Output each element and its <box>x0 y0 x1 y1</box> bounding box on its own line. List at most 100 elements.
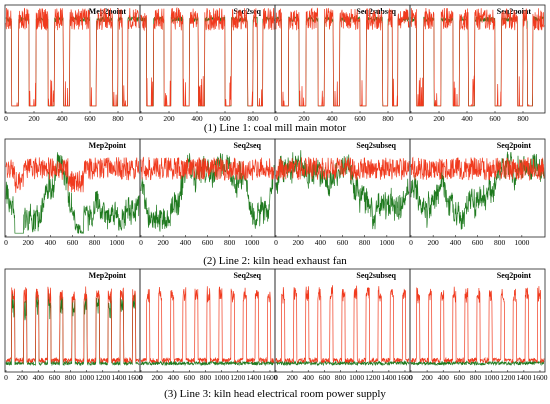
tick-label-r3-p3-1000: 1000 <box>349 373 364 382</box>
tick-label-r3-p3-600: 600 <box>319 373 331 382</box>
tick-label-r3-p2-1200: 1200 <box>230 373 245 382</box>
tick-label-r2-p4-600: 600 <box>472 238 484 247</box>
tick-label-r2-p4-0: 0 <box>409 238 413 247</box>
tick-label-r3-p4-200: 200 <box>421 373 433 382</box>
tick-label-r2-p3-1000: 1000 <box>379 238 394 247</box>
tick-label-r2-p1-400: 400 <box>45 238 57 247</box>
tick-label-r1-p2-400: 400 <box>191 114 203 123</box>
tick-label-r1-p4-200: 200 <box>433 114 445 123</box>
tick-label-r3-p2-800: 800 <box>200 373 212 382</box>
tick-label-r1-p1-0: 0 <box>4 114 8 123</box>
tick-label-r1-p3-800: 800 <box>382 114 394 123</box>
tick-label-r2-p3-200: 200 <box>293 238 305 247</box>
tick-label-r3-p4-400: 400 <box>438 373 450 382</box>
tick-label-r2-p1-200: 200 <box>23 238 35 247</box>
series-1-line-r1-p3 <box>275 7 410 107</box>
panel-title-r2-p4: Seq2point <box>497 141 532 150</box>
tick-label-r1-p4-800: 800 <box>517 114 529 123</box>
tick-label-r3-p3-1600: 1600 <box>397 373 412 382</box>
series-1-line-r3-p4 <box>410 286 545 364</box>
tick-label-r2-p4-800: 800 <box>494 238 506 247</box>
tick-label-r2-p4-200: 200 <box>428 238 440 247</box>
tick-label-r2-p3-800: 800 <box>359 238 371 247</box>
tick-label-r1-p1-400: 400 <box>56 114 68 123</box>
series-2-line-r1-p4 <box>410 16 545 107</box>
tick-label-r3-p2-1400: 1400 <box>246 373 261 382</box>
tick-label-r3-p2-600: 600 <box>184 373 196 382</box>
series-1-line-r1-p4 <box>410 7 545 107</box>
tick-label-r3-p2-0: 0 <box>139 373 143 382</box>
caption-row-2: (2) Line 2: kiln head exhaust fan <box>203 255 347 267</box>
tick-label-r1-p4-0: 0 <box>409 114 413 123</box>
tick-label-r2-p2-1000: 1000 <box>244 238 259 247</box>
panel-title-r2-p1: Mep2point <box>89 141 127 150</box>
tick-label-r3-p3-800: 800 <box>335 373 347 382</box>
tick-label-r3-p3-400: 400 <box>303 373 315 382</box>
tick-label-r3-p1-400: 400 <box>33 373 45 382</box>
tick-label-r3-p1-600: 600 <box>49 373 61 382</box>
tick-label-r3-p1-1000: 1000 <box>79 373 94 382</box>
tick-label-r2-p2-800: 800 <box>224 238 236 247</box>
tick-label-r3-p1-0: 0 <box>4 373 8 382</box>
tick-label-r1-p2-800: 800 <box>247 114 259 123</box>
tick-label-r1-p3-400: 400 <box>326 114 338 123</box>
series-2-line-r3-p2 <box>140 359 275 367</box>
tick-label-r3-p1-1600: 1600 <box>127 373 142 382</box>
tick-label-r3-p2-1600: 1600 <box>262 373 277 382</box>
tick-label-r2-p2-400: 400 <box>180 238 192 247</box>
series-2-line-r1-p1 <box>5 15 140 107</box>
tick-label-r2-p1-0: 0 <box>4 238 8 247</box>
tick-label-r2-p2-600: 600 <box>202 238 214 247</box>
tick-label-r1-p1-800: 800 <box>112 114 124 123</box>
series-1-line-r1-p1 <box>5 7 140 107</box>
series-2-line-r2-p2 <box>140 153 275 232</box>
tick-label-r1-p4-400: 400 <box>461 114 473 123</box>
series-1-line-r2-p2 <box>140 156 275 181</box>
tick-label-r3-p1-1400: 1400 <box>111 373 126 382</box>
tick-label-r1-p1-600: 600 <box>84 114 96 123</box>
series-2-line-r1-p3 <box>275 15 410 107</box>
panel-title-r1-p1: Mep2point <box>89 7 127 16</box>
tick-label-r3-p3-1200: 1200 <box>365 373 380 382</box>
caption-row-3: (3) Line 3: kiln head electrical room po… <box>164 388 386 400</box>
tick-label-r1-p3-600: 600 <box>354 114 366 123</box>
panel-title-r3-p1: Mep2point <box>89 271 127 280</box>
tick-label-r1-p2-0: 0 <box>139 114 143 123</box>
tick-label-r3-p4-1200: 1200 <box>500 373 515 382</box>
panel-frame-r1-p4 <box>409 4 546 114</box>
tick-label-r3-p4-600: 600 <box>454 373 466 382</box>
series-2-line-r2-p1 <box>5 152 140 234</box>
tick-label-r3-p2-400: 400 <box>168 373 180 382</box>
tick-label-r2-p1-800: 800 <box>89 238 101 247</box>
tick-label-r3-p1-800: 800 <box>65 373 77 382</box>
series-1-line-r2-p4 <box>410 156 545 181</box>
panel-frame-r2-p3 <box>274 138 411 238</box>
series-1-line-r3-p1 <box>5 286 140 364</box>
tick-label-r3-p1-200: 200 <box>16 373 28 382</box>
tick-label-r3-p2-1000: 1000 <box>214 373 229 382</box>
series-1-line-r1-p2 <box>140 6 275 107</box>
tick-label-r3-p4-800: 800 <box>470 373 482 382</box>
series-1-line-r3-p2 <box>140 286 275 364</box>
series-2-line-r3-p1 <box>5 290 140 367</box>
panel-title-r3-p2: Seq2seq <box>233 271 261 280</box>
caption-row-1: (1) Line 1: coal mill main motor <box>204 122 347 134</box>
tick-label-r2-p4-400: 400 <box>450 238 462 247</box>
tick-label-r2-p4-1000: 1000 <box>514 238 529 247</box>
panel-title-r1-p3: Seq2subseq <box>356 7 396 16</box>
tick-label-r3-p4-0: 0 <box>409 373 413 382</box>
series-2-line-r3-p4 <box>410 360 545 367</box>
series-2-line-r1-p2 <box>140 15 275 107</box>
tick-label-r2-p2-200: 200 <box>158 238 170 247</box>
tick-label-r1-p4-600: 600 <box>489 114 501 123</box>
tick-label-r3-p3-200: 200 <box>286 373 298 382</box>
tick-label-r3-p4-1600: 1600 <box>532 373 547 382</box>
tick-label-r1-p3-0: 0 <box>274 114 278 123</box>
tick-label-r1-p1-200: 200 <box>28 114 40 123</box>
tick-label-r3-p3-0: 0 <box>274 373 278 382</box>
tick-label-r3-p4-1000: 1000 <box>484 373 499 382</box>
tick-label-r2-p3-400: 400 <box>315 238 327 247</box>
series-1-line-r2-p1 <box>5 157 140 193</box>
panel-frame-r2-p4 <box>409 138 546 238</box>
